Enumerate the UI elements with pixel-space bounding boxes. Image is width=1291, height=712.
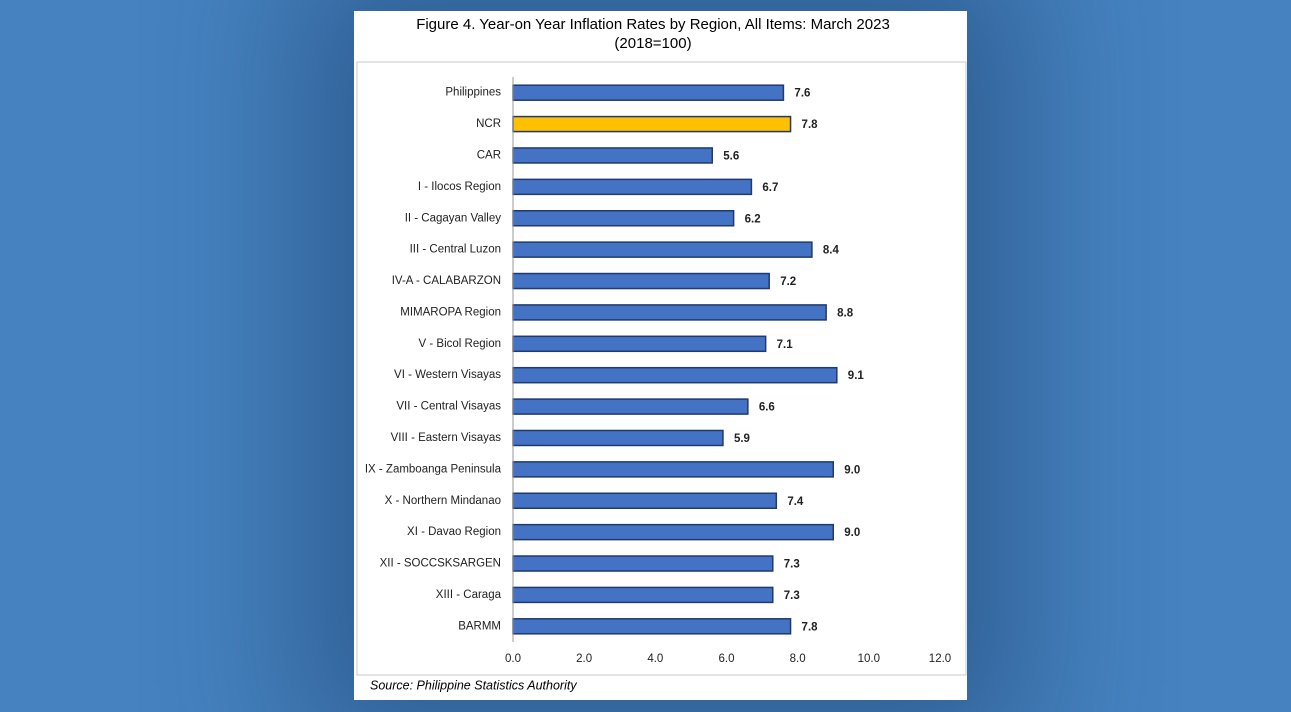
value-label: 7.2 — [780, 276, 796, 288]
bar — [512, 304, 827, 321]
category-label: Philippines — [445, 87, 501, 99]
bar — [512, 555, 774, 572]
category-label: NCR — [476, 118, 501, 130]
bar — [512, 429, 724, 447]
x-tick-label: 0.0 — [505, 653, 521, 665]
category-label: XIII - Caraga — [436, 589, 502, 601]
bar — [512, 147, 714, 164]
category-label: BARMM — [458, 620, 501, 632]
value-label: 9.0 — [844, 527, 860, 539]
category-label: IX - Zamboanga Peninsula — [365, 463, 502, 475]
bar — [512, 241, 813, 258]
value-label: 9.1 — [848, 370, 865, 382]
bar — [512, 618, 792, 635]
value-label: 6.7 — [762, 182, 778, 194]
value-label: 8.8 — [837, 307, 854, 319]
category-label: VI - Western Visayas — [394, 369, 501, 381]
value-label: 7.1 — [777, 339, 794, 351]
category-label: MIMAROPA Region — [400, 306, 501, 318]
bar — [512, 461, 834, 478]
category-label: XII - SOCCSKSARGEN — [380, 558, 501, 570]
bar — [512, 335, 767, 353]
value-label: 6.2 — [745, 213, 761, 225]
value-label: 7.6 — [794, 88, 810, 100]
value-label: 5.9 — [734, 433, 750, 445]
value-label: 9.0 — [844, 464, 860, 476]
category-label: III - Central Luzon — [410, 244, 501, 256]
chart-subtitle: (2018=100) — [614, 35, 691, 52]
value-label: 7.3 — [784, 590, 800, 602]
value-label: 5.6 — [723, 151, 739, 163]
bar — [512, 523, 834, 541]
plot-frame — [356, 61, 967, 676]
bar — [512, 115, 792, 133]
bar — [512, 398, 749, 415]
value-label: 7.3 — [784, 559, 800, 571]
bar — [512, 84, 785, 101]
value-label: 7.8 — [802, 119, 819, 131]
x-tick-label: 6.0 — [719, 653, 735, 665]
chart-title: Figure 4. Year-on Year Inflation Rates b… — [416, 16, 890, 33]
category-label: X - Northern Mindanao — [385, 495, 501, 507]
value-label: 7.8 — [802, 621, 819, 633]
category-label: VII - Central Visayas — [396, 401, 501, 413]
category-label: VIII - Eastern Visayas — [391, 432, 502, 444]
x-tick-label: 4.0 — [647, 653, 663, 665]
x-tick-label: 10.0 — [858, 653, 880, 665]
value-label: 8.4 — [823, 245, 840, 257]
bar — [512, 210, 735, 227]
bar — [512, 178, 753, 196]
category-label: V - Bicol Region — [419, 338, 501, 350]
bar — [512, 492, 778, 509]
category-label: XI - Davao Region — [407, 526, 501, 538]
bar — [512, 586, 774, 604]
value-label: 6.6 — [759, 402, 775, 414]
category-label: II - Cagayan Valley — [405, 212, 502, 224]
bar — [512, 366, 838, 384]
source-note: Source: Philippine Statistics Authority — [370, 678, 577, 692]
x-tick-label: 8.0 — [790, 653, 806, 665]
category-label: IV-A - CALABARZON — [392, 275, 501, 287]
category-label: I - Ilocos Region — [418, 181, 501, 193]
category-label: CAR — [477, 150, 501, 162]
value-label: 7.4 — [787, 496, 804, 508]
bar — [512, 272, 770, 290]
x-tick-label: 12.0 — [929, 653, 951, 665]
x-tick-label: 2.0 — [576, 653, 592, 665]
